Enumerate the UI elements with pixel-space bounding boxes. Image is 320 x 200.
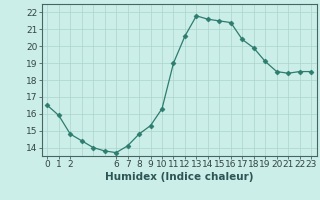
X-axis label: Humidex (Indice chaleur): Humidex (Indice chaleur) (105, 172, 253, 182)
